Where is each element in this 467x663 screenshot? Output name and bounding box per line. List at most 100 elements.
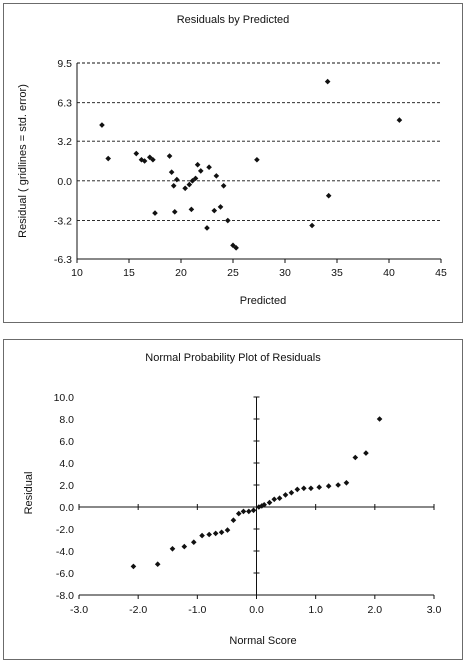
data-point <box>282 492 289 498</box>
chart-title: Normal Probability Plot of Residuals <box>145 352 321 364</box>
x-tick-label: 1.0 <box>308 604 323 616</box>
axes <box>76 63 442 263</box>
data-point <box>206 531 212 538</box>
data-point <box>276 495 283 501</box>
normal-probability-panel: Normal Probability Plot of Residuals Nor… <box>3 339 463 660</box>
y-tick-label: 6.0 <box>59 436 74 448</box>
y-tick-labels: 10.0 8.0 6.0 4.0 2.0 0.0 -2.0 -4.0 -6.0 -8.0 <box>54 392 75 602</box>
data-point <box>240 508 247 515</box>
x-axis-label: Normal Score <box>229 635 296 647</box>
data-point <box>212 530 219 537</box>
data-point <box>182 185 188 192</box>
x-tick-label: 25 <box>227 267 239 279</box>
data-point <box>235 510 242 517</box>
data-point <box>141 158 148 164</box>
data-point <box>316 484 323 490</box>
data-point <box>189 178 196 184</box>
data-points <box>99 78 403 251</box>
x-tick-label: 30 <box>279 267 291 279</box>
data-point <box>169 546 176 552</box>
y-tick-label: 8.0 <box>59 414 74 426</box>
x-tick-labels: -3.0 -2.0 -1.0 0.0 1.0 2.0 3.0 <box>70 604 441 616</box>
data-point <box>230 242 236 249</box>
y-tick-label: 6.3 <box>57 98 72 110</box>
data-point <box>152 210 158 216</box>
data-point <box>170 183 177 189</box>
data-point <box>211 207 218 214</box>
y-tick-label: 3.2 <box>57 136 72 148</box>
x-tick-label: 3.0 <box>427 604 442 616</box>
data-point <box>186 181 193 188</box>
data-point <box>325 192 332 199</box>
residuals-by-predicted-chart: Residuals by Predicted Predicted Residua… <box>17 14 447 307</box>
x-axis-label: Predicted <box>240 295 286 307</box>
y-tick-label: -4.0 <box>56 546 74 558</box>
y-axis-label: Residual ( gridlines = std. error) <box>17 84 29 238</box>
data-point <box>171 209 178 215</box>
data-point <box>133 150 140 157</box>
data-point <box>199 532 205 539</box>
data-point <box>233 245 239 251</box>
data-point <box>396 117 403 123</box>
data-point <box>194 161 201 168</box>
data-point <box>220 183 227 189</box>
data-point <box>188 206 195 213</box>
axes <box>78 396 435 599</box>
data-point <box>363 450 369 456</box>
x-tick-label: 45 <box>435 267 447 279</box>
y-tick-label: -6.0 <box>56 568 74 580</box>
x-tick-label: 15 <box>123 267 135 279</box>
data-point <box>250 507 257 514</box>
y-tick-label: -8.0 <box>56 590 74 602</box>
x-tick-labels: 10 15 20 25 30 35 40 45 <box>71 267 447 279</box>
y-tick-label: 0.0 <box>57 176 72 188</box>
data-point <box>325 483 332 489</box>
y-tick-label: -6.3 <box>54 254 72 266</box>
x-tick-label: 40 <box>383 267 395 279</box>
data-point <box>154 561 161 567</box>
x-tick-label: -2.0 <box>129 604 147 616</box>
data-point <box>192 175 199 182</box>
y-tick-label: 0.0 <box>59 502 74 514</box>
data-point <box>190 539 197 545</box>
y-tick-labels: 9.5 6.3 3.2 0.0 -3.2 -6.3 <box>54 58 72 266</box>
data-point <box>266 499 273 506</box>
data-point <box>147 154 153 161</box>
data-point <box>197 168 204 174</box>
gridlines <box>77 62 441 221</box>
data-point <box>254 156 260 163</box>
data-point <box>352 454 359 461</box>
data-point <box>99 122 105 128</box>
x-tick-label: 35 <box>331 267 343 279</box>
data-point <box>225 217 231 224</box>
data-point <box>150 156 156 163</box>
data-point <box>301 485 307 492</box>
y-axis-label: Residual <box>23 472 35 515</box>
data-point <box>217 204 224 210</box>
data-point <box>294 486 301 493</box>
data-point <box>181 543 188 550</box>
data-point <box>168 169 175 175</box>
data-point <box>204 225 210 231</box>
data-point <box>174 176 180 183</box>
data-point <box>206 164 212 171</box>
data-point <box>308 485 314 492</box>
data-point <box>335 482 341 488</box>
y-tick-label: 9.5 <box>57 58 72 70</box>
residuals-by-predicted-panel: Residuals by Predicted Predicted Residua… <box>3 3 463 323</box>
data-point <box>230 517 237 523</box>
x-tick-label: 2.0 <box>368 604 383 616</box>
y-tick-label: -2.0 <box>56 524 74 536</box>
normal-probability-chart: Normal Probability Plot of Residuals Nor… <box>23 352 441 647</box>
data-point <box>309 222 315 229</box>
x-tick-label: 10 <box>71 267 83 279</box>
x-tick-label: -1.0 <box>188 604 206 616</box>
data-point <box>246 508 252 515</box>
y-tick-label: 2.0 <box>59 480 74 492</box>
y-tick-label: 10.0 <box>54 392 75 404</box>
data-point <box>224 527 231 533</box>
data-point <box>130 563 137 570</box>
data-point <box>105 155 111 162</box>
x-tick-label: 0.0 <box>249 604 264 616</box>
y-tick-label: 4.0 <box>59 458 74 470</box>
